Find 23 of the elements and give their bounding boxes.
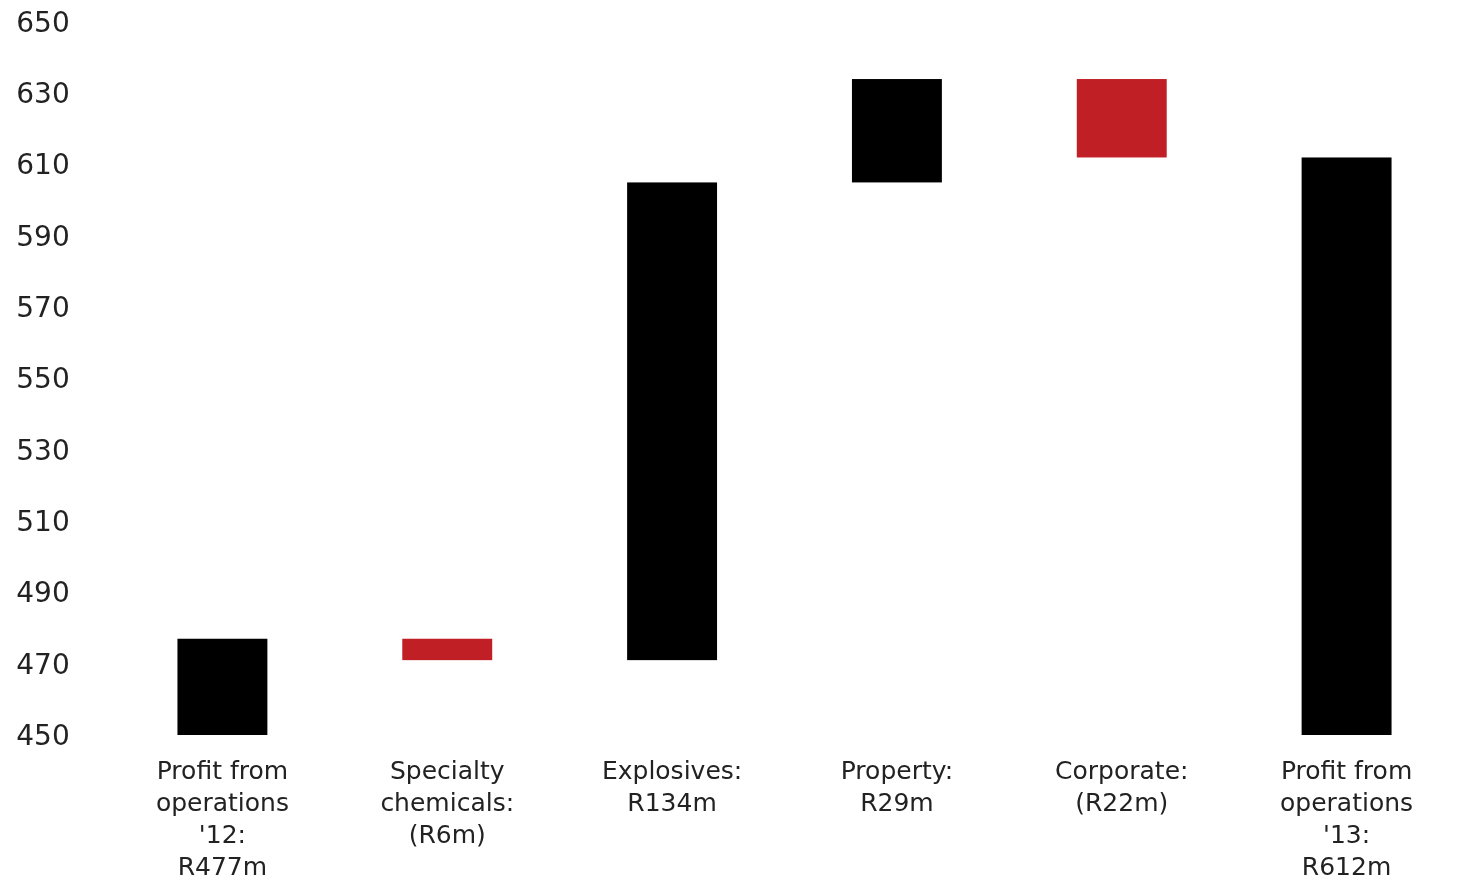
bar [627, 182, 718, 661]
y-tick-label: 490 [16, 576, 70, 610]
bar [1076, 79, 1167, 158]
y-tick-label: 530 [16, 433, 70, 467]
y-tick-label: 570 [16, 291, 70, 324]
x-tick-label: Corporate: (R22m) [1055, 756, 1189, 817]
x-tick-label: Profit from operations '13: R612m [1280, 756, 1414, 880]
y-tick-label: 550 [16, 362, 70, 396]
x-tick-label: Property: R29m [840, 756, 954, 817]
y-tick-label: 470 [16, 647, 70, 681]
y-tick-label: 630 [16, 77, 70, 111]
bar [851, 79, 942, 183]
x-tick-label: Specialty chemicals: (R6m) [380, 756, 515, 849]
y-tick-label: 610 [16, 148, 70, 182]
x-tick-label: Profit from operations '12: R477m [155, 756, 289, 880]
bar [177, 638, 268, 735]
y-tick-label: 650 [16, 5, 70, 39]
y-tick-label: 590 [16, 219, 70, 253]
y-tick-label: 510 [16, 504, 70, 538]
x-tick-label: Explosives: R134m [601, 756, 743, 817]
y-tick-label: 450 [16, 718, 70, 752]
bar [1301, 157, 1392, 735]
bar [402, 638, 493, 661]
